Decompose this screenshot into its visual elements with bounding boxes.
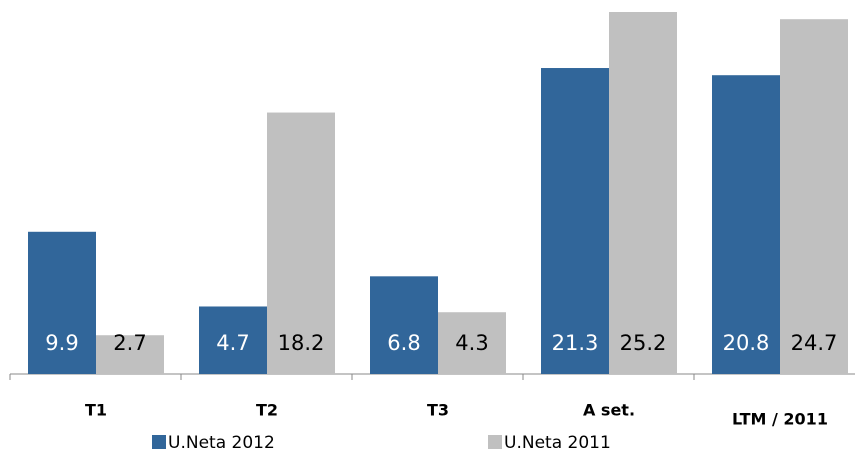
x-tick-label: T3 — [427, 401, 449, 420]
value-label: 9.9 — [45, 331, 78, 355]
bar — [712, 75, 780, 374]
x-tick-label: LTM / 2011 — [732, 410, 828, 429]
bar — [199, 306, 267, 374]
legend-swatch — [488, 435, 502, 449]
value-label: 21.3 — [552, 331, 599, 355]
value-label: 24.7 — [791, 331, 838, 355]
bar — [541, 68, 609, 375]
value-label: 2.7 — [113, 331, 146, 355]
legend-label: U.Neta 2011 — [504, 433, 611, 453]
legend-swatch — [152, 435, 166, 449]
bar — [370, 276, 438, 374]
legend-label: U.Neta 2012 — [168, 433, 275, 453]
bar — [780, 19, 848, 375]
bar — [96, 335, 164, 374]
value-label: 6.8 — [387, 331, 420, 355]
value-label: 4.7 — [216, 331, 249, 355]
bar — [28, 231, 96, 374]
value-label: 20.8 — [723, 331, 770, 355]
x-tick-label: A set. — [583, 401, 635, 420]
bar — [267, 112, 335, 375]
value-label: 25.2 — [620, 331, 667, 355]
x-tick-label: T2 — [256, 401, 278, 420]
bar — [438, 312, 506, 374]
x-tick-label: T1 — [85, 401, 107, 420]
bar — [609, 12, 677, 374]
value-label: 4.3 — [455, 331, 488, 355]
value-label: 18.2 — [278, 331, 325, 355]
